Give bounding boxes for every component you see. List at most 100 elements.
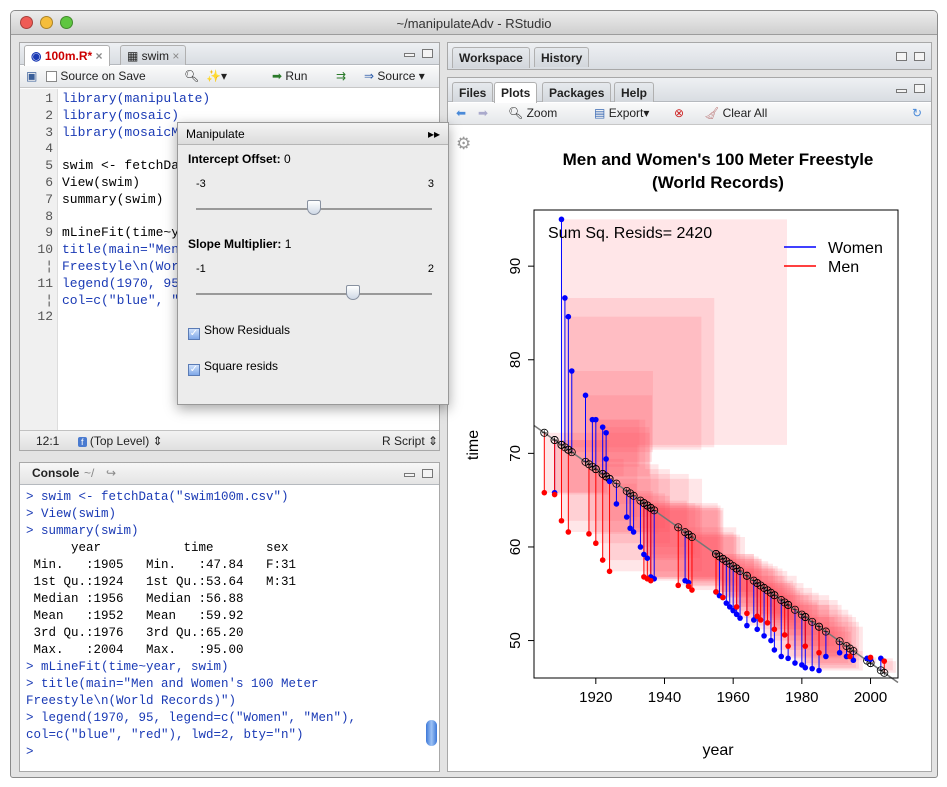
minimize-pane-icon[interactable]: [404, 473, 415, 477]
console-scrollbar-thumb[interactable]: [426, 720, 437, 746]
residual-square: [568, 316, 702, 450]
back-arrow-icon[interactable]: ⬅: [456, 106, 467, 120]
search-icon[interactable]: 🔍︎: [184, 69, 200, 83]
slope-slider-track[interactable]: [196, 293, 432, 295]
console-line: >: [26, 745, 34, 759]
women-point: [630, 529, 637, 535]
fitted-point-cross: [552, 437, 558, 443]
function-icon: f: [78, 437, 87, 447]
men-point: [802, 643, 809, 649]
plot-frame: [533, 209, 899, 679]
fitted-point-cross: [785, 602, 791, 608]
men-point: [675, 582, 682, 589]
zoom-button[interactable]: 🔍︎ Zoom: [508, 106, 558, 120]
source-button[interactable]: ⇒ Source ▾: [364, 69, 425, 83]
slope-slider-knob[interactable]: [346, 285, 361, 300]
manipulate-panel: Manipulate ▸▸ Intercept Offset: 0 -3 3 Sl…: [177, 122, 449, 405]
console-line: Min. :1905 Min. :47.84 F:31: [26, 558, 297, 572]
intercept-max: 3: [427, 178, 434, 190]
close-window-button[interactable]: [20, 16, 33, 29]
fitted-point: [711, 549, 720, 558]
men-point: [713, 589, 719, 595]
maximize-pane-icon[interactable]: [422, 49, 433, 58]
run-button[interactable]: ➡ Run: [272, 69, 308, 83]
remove-plot-icon[interactable]: ⊗: [674, 106, 685, 120]
manipulate-title: Manipulate: [186, 127, 245, 141]
tab-100m-r[interactable]: ◉ 100m.R* ×: [24, 45, 110, 66]
square-resids-checkbox[interactable]: ✓ Square resids: [188, 359, 279, 376]
tab-plots[interactable]: Plots: [494, 82, 538, 103]
rerun-icon[interactable]: ⇉: [336, 69, 347, 83]
close-tab-icon[interactable]: ×: [95, 49, 103, 63]
women-point: [761, 633, 767, 639]
console-line: 1st Qu.:1924 1st Qu.:53.64 M:31: [26, 575, 297, 589]
clear-all-button[interactable]: 🧹︎ Clear All: [704, 106, 768, 120]
refresh-icon[interactable]: ↻: [912, 106, 923, 120]
tab-history[interactable]: History: [534, 47, 590, 67]
maximize-pane-icon[interactable]: [422, 469, 433, 478]
close-tab-icon[interactable]: ×: [172, 49, 180, 63]
minimize-window-button[interactable]: [40, 16, 53, 29]
tab-swim[interactable]: ▦ swim ×: [120, 45, 187, 65]
women-point: [802, 664, 809, 671]
scope-selector[interactable]: f (Top Level) ⇕: [78, 434, 163, 448]
fitted-point-cross: [713, 551, 719, 557]
sum-sq-resids-label: Sum Sq. Resids= 2420: [548, 225, 712, 242]
tab-help[interactable]: Help: [614, 82, 655, 102]
export-button[interactable]: ▤ Export▾: [594, 106, 650, 120]
line-number: 7: [45, 191, 53, 207]
women-point: [599, 424, 606, 430]
code-tools-icon[interactable]: ✨▾: [206, 69, 227, 83]
men-point: [689, 587, 695, 593]
tab-files[interactable]: Files: [452, 82, 494, 102]
y-tick-label: 80: [507, 351, 524, 368]
r-file-icon: ◉: [31, 49, 45, 63]
code-line: View(swim): [62, 175, 141, 190]
women-point: [737, 615, 743, 621]
console-line: > View(swim): [26, 507, 117, 521]
tab-workspace[interactable]: Workspace: [452, 47, 530, 68]
minimize-pane-icon[interactable]: [896, 89, 907, 93]
fitted-point: [598, 469, 607, 478]
women-point: [603, 456, 609, 462]
title-bar: ~/manipulateAdv - RStudio: [11, 11, 937, 35]
restore-pane-icon[interactable]: [896, 52, 907, 61]
zoom-window-button[interactable]: [60, 16, 73, 29]
go-to-directory-icon[interactable]: ↪: [106, 466, 117, 480]
x-tick-label: 2000: [854, 689, 887, 706]
restore-pane-icon[interactable]: [914, 52, 925, 61]
residual-square: [564, 297, 715, 448]
men-point: [586, 531, 592, 537]
residual-square: [643, 503, 718, 577]
console-output[interactable]: > swim <- fetchData("swim100m.csv") > Vie…: [20, 487, 439, 771]
export-icon: ▤: [594, 106, 606, 120]
fitted-point-cross: [744, 573, 750, 579]
console-header: Console ~/ ↪: [20, 463, 439, 485]
minimize-pane-icon[interactable]: [404, 53, 415, 57]
slope-max: 2: [427, 263, 434, 275]
women-point: [836, 649, 843, 656]
fitted-point: [835, 637, 844, 646]
residual-square: [884, 661, 896, 673]
women-point: [850, 657, 857, 664]
women-point: [627, 525, 633, 532]
women-point: [641, 551, 647, 558]
forward-arrow-icon[interactable]: ➡: [478, 106, 489, 120]
filetype-selector[interactable]: R Script ⇕: [382, 434, 439, 448]
code-line: library(mosaic): [62, 107, 180, 123]
tab-packages[interactable]: Packages: [542, 82, 612, 102]
save-icon[interactable]: ▣: [26, 69, 38, 83]
gear-icon[interactable]: ⚙: [456, 134, 472, 153]
show-residuals-checkbox[interactable]: ✓ Show Residuals: [188, 323, 291, 340]
men-point: [816, 649, 822, 656]
source-on-save-checkbox[interactable]: Source on Save: [46, 69, 146, 83]
plots-tabbar: Files Plots Packages Help: [448, 78, 931, 103]
men-point: [606, 568, 613, 575]
rstudio-window: ~/manipulateAdv - RStudio ◉ 100m.R* × ▦ …: [10, 10, 938, 778]
women-point: [613, 501, 620, 507]
intercept-slider-knob[interactable]: [307, 200, 321, 215]
collapse-icon[interactable]: ▸▸: [427, 127, 440, 141]
maximize-pane-icon[interactable]: [914, 84, 925, 93]
fitted-point-cross: [765, 587, 771, 593]
editor-status-bar: 12:1 f (Top Level) ⇕ R Script ⇕: [20, 430, 439, 450]
